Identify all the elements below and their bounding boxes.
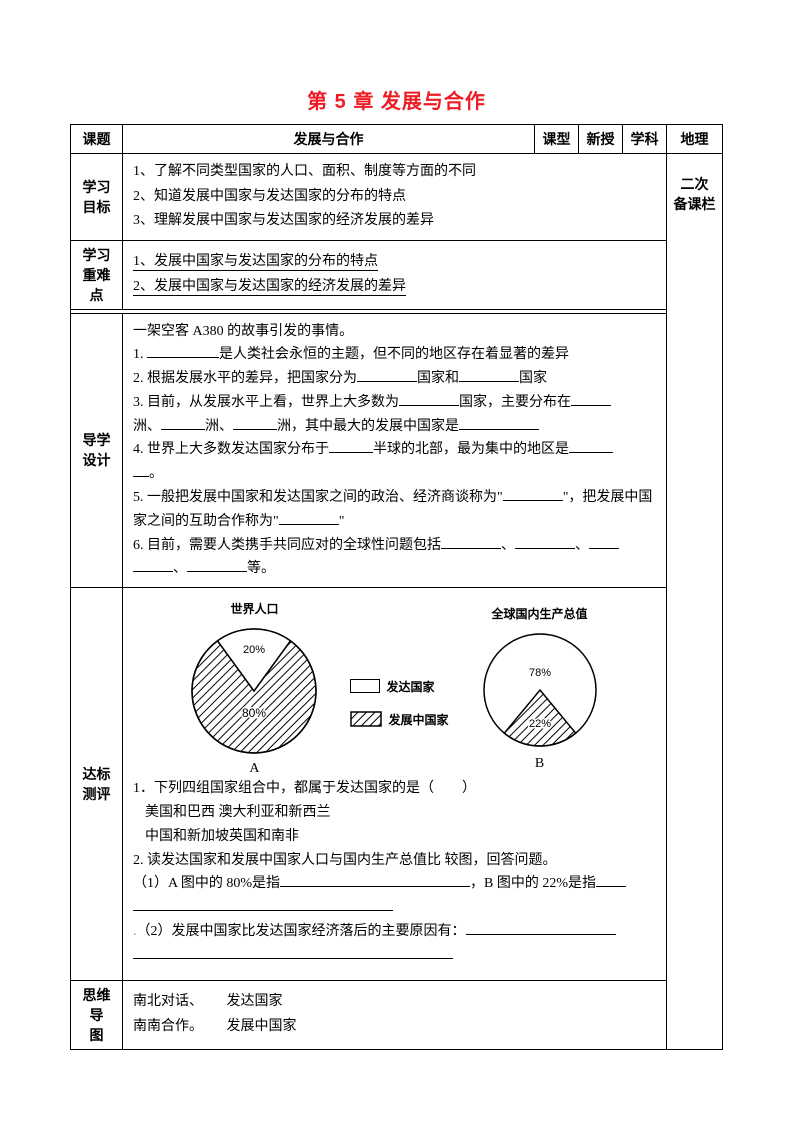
assess-questions: 1．下列四组国家组合中，都属于发达国家的是（ ） 美国和巴西 澳大利亚和新西兰 … bbox=[133, 777, 656, 973]
pie-chart-a: 世界人口 bbox=[184, 600, 324, 777]
legend-developing: 发展中国家 bbox=[350, 711, 448, 728]
keypoints-content: 1、发展中国家与发达国家的分布的特点 2、发展中国家与发达国家的经济发展的差异 bbox=[123, 240, 667, 309]
pie-chart-b: 全球国内生产总值 78% 22% B bbox=[475, 605, 605, 772]
legend-developed: 发达国家 bbox=[350, 678, 448, 695]
pie-b-sub: B bbox=[535, 756, 544, 772]
pie-b-developing-pct: 22% bbox=[528, 718, 550, 730]
keypoints-row: 学习 重难点 1、发展中国家与发达国家的分布的特点 2、发展中国家与发达国家的经… bbox=[71, 240, 723, 309]
type-label: 课型 bbox=[535, 125, 579, 154]
goals-content: 1、了解不同类型国家的人口、面积、制度等方面的不同 2、知道发展中国家与发达国家… bbox=[123, 154, 667, 241]
design-label: 导学 设计 bbox=[71, 313, 123, 588]
assess-row: 达标 测评 世界人口 bbox=[71, 588, 723, 980]
chart-area: 世界人口 bbox=[133, 594, 656, 777]
type-value: 新授 bbox=[579, 125, 623, 154]
lesson-plan-table: 课题 发展与合作 课型 新授 学科 地理 学习 目标 1、了解不同类型国家的人口… bbox=[70, 124, 723, 1050]
pie-a-developed-pct: 20% bbox=[243, 644, 265, 656]
pie-a-svg: 20% 80% 80% bbox=[184, 621, 324, 755]
pie-a-title: 世界人口 bbox=[230, 600, 278, 617]
subject-value: 地理 bbox=[667, 125, 723, 154]
chapter-title: 第 5 章 发展与合作 bbox=[70, 85, 723, 114]
mindmap-label: 思维 导 图 bbox=[71, 980, 123, 1049]
header-row: 课题 发展与合作 课型 新授 学科 地理 bbox=[71, 125, 723, 154]
assess-label: 达标 测评 bbox=[71, 588, 123, 980]
legend-box-developing bbox=[350, 711, 382, 727]
pie-a-sub: A bbox=[249, 761, 259, 777]
goals-label: 学习 目标 bbox=[71, 154, 123, 241]
topic-value: 发展与合作 bbox=[123, 125, 535, 154]
goals-row: 学习 目标 1、了解不同类型国家的人口、面积、制度等方面的不同 2、知道发展中国… bbox=[71, 154, 723, 241]
topic-label: 课题 bbox=[71, 125, 123, 154]
assess-content: 世界人口 bbox=[123, 588, 667, 980]
keypoints-label: 学习 重难点 bbox=[71, 240, 123, 309]
subject-label: 学科 bbox=[623, 125, 667, 154]
svg-text:80%: 80% bbox=[242, 706, 266, 720]
design-content: 一架空客 A380 的故事引发的事情。 1. 是人类社会永恒的主题，但不同的地区… bbox=[123, 313, 667, 588]
sidebar-column: 二次 备课栏 bbox=[667, 154, 723, 1050]
mindmap-row: 思维 导 图 南北对话、 发达国家 南南合作。 发展中国家 bbox=[71, 980, 723, 1049]
chart-legend: 发达国家 发展中国家 bbox=[350, 678, 448, 728]
design-row: 导学 设计 一架空客 A380 的故事引发的事情。 1. 是人类社会永恒的主题，… bbox=[71, 313, 723, 588]
mindmap-content: 南北对话、 发达国家 南南合作。 发展中国家 bbox=[123, 980, 667, 1049]
legend-box-developed bbox=[350, 679, 380, 693]
pie-b-title: 全球国内生产总值 bbox=[491, 605, 587, 622]
pie-b-developed-pct: 78% bbox=[528, 667, 550, 679]
pie-b-svg: 78% 22% bbox=[475, 626, 605, 750]
